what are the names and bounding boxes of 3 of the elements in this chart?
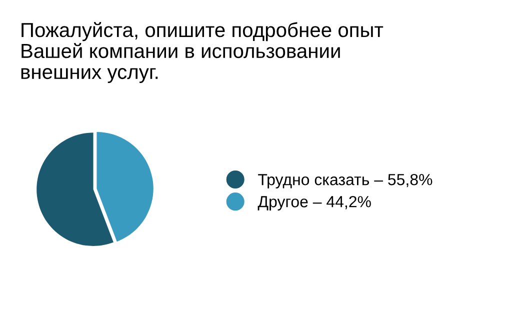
legend-label: Трудно сказать – 55,8% (258, 174, 432, 188)
legend-label: Другое – 44,2% (258, 196, 371, 210)
chart-title: Пожалуйста, опишите подробнее опыт Вашей компании в использовании внешних услуг. (21, 22, 384, 84)
